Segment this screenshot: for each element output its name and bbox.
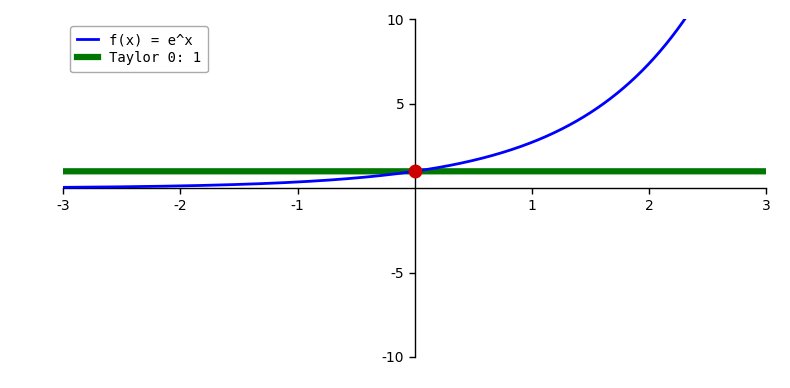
f(x) = e^x	[58, 185, 68, 190]
Line: f(x) = e^x: f(x) = e^x	[63, 0, 766, 187]
Taylor 0: 1: (-0.0825, 1): 1: (-0.0825, 1)	[401, 169, 410, 174]
Taylor 0: 1: (3, 1): 1: (3, 1)	[762, 169, 771, 174]
Taylor 0: 1: (-0.242, 1): 1: (-0.242, 1)	[382, 169, 391, 174]
f(x) = e^x	[382, 173, 391, 177]
f(x) = e^x	[94, 185, 103, 189]
Taylor 0: 1: (-2.69, 1): 1: (-2.69, 1)	[94, 169, 103, 174]
Taylor 0: 1: (2.82, 1): 1: (2.82, 1)	[741, 169, 750, 174]
Taylor 0: 1: (1.72, 1): 1: (1.72, 1)	[612, 169, 622, 174]
Taylor 0: 1: (-3, 1): 1: (-3, 1)	[58, 169, 68, 174]
f(x) = e^x	[401, 170, 410, 175]
f(x) = e^x	[612, 91, 622, 96]
Legend: f(x) = e^x, Taylor 0: 1: f(x) = e^x, Taylor 0: 1	[70, 26, 208, 73]
Taylor 0: 1: (2.83, 1): 1: (2.83, 1)	[741, 169, 750, 174]
